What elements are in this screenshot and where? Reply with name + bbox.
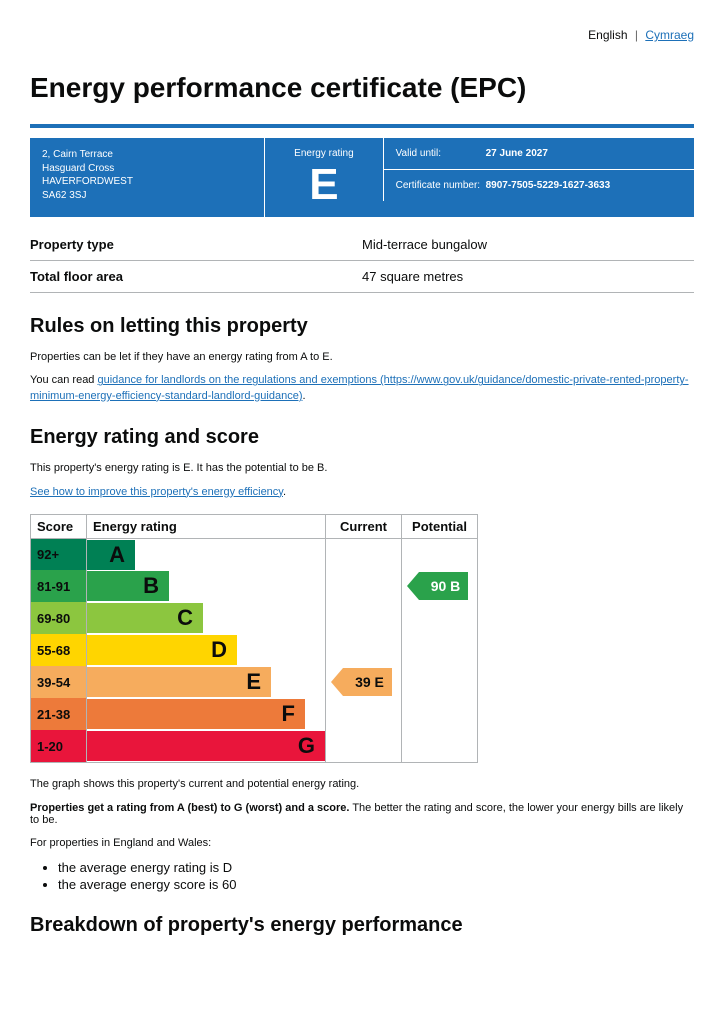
certificate-summary-box: 2, Cairn Terrace Hasguard Cross HAVERFOR… [30,138,694,217]
rating-letter: E [277,163,370,207]
chart-score-cell: 92+ [31,538,87,570]
rating-bar-c: C [87,603,203,633]
letting-rules-guidance: You can read guidance for landlords on t… [30,373,694,404]
chart-col-potential: Potential [402,514,478,538]
rating-explanation: Properties get a rating from A (best) to… [30,802,694,826]
chart-potential-cell [402,634,478,666]
potential-rating-marker: 90 B [419,572,469,600]
rating-score-heading: Energy rating and score [30,426,694,449]
chart-potential-cell: 90 B [402,570,478,602]
letting-rules-heading: Rules on letting this property [30,315,694,338]
cert-number-label: Certificate number: [396,180,486,191]
chart-current-cell [326,538,402,570]
chart-score-cell: 21-38 [31,698,87,730]
chart-caption: The graph shows this property's current … [30,777,694,792]
list-item: the average energy rating is D [58,860,694,875]
page-title: Energy performance certificate (EPC) [30,72,694,104]
chart-current-cell: 39 E [326,666,402,698]
chart-col-rating: Energy rating [87,514,326,538]
chart-current-cell [326,634,402,666]
lang-separator: | [635,28,638,42]
rating-bar-d: D [87,635,237,665]
chart-rating-cell: A [87,538,326,570]
rating-bar-e: E [87,667,271,697]
property-details-table: Property type Mid-terrace bungalow Total… [30,229,694,293]
cert-number-value: 8907-7505-5229-1627-3633 [486,180,682,191]
chart-col-current: Current [326,514,402,538]
averages-intro: For properties in England and Wales: [30,836,694,851]
property-type-label: Property type [30,229,362,261]
address-line: 2, Cairn Terrace [42,148,252,162]
list-item: the average energy score is 60 [58,877,694,892]
address-line: SA62 3SJ [42,189,252,203]
certificate-rating: Energy rating E [264,138,382,217]
address-line: Hasguard Cross [42,162,252,176]
chart-potential-cell [402,730,478,762]
breakdown-heading: Breakdown of property's energy performan… [30,914,694,937]
chart-rating-cell: E [87,666,326,698]
table-row: Total floor area 47 square metres [30,261,694,293]
lang-cymraeg-link[interactable]: Cymraeg [645,28,694,42]
lang-english: English [588,28,627,42]
floor-area-label: Total floor area [30,261,362,293]
chart-potential-cell [402,538,478,570]
chart-score-cell: 1-20 [31,730,87,762]
averages-list: the average energy rating is D the avera… [58,860,694,892]
valid-until-label: Valid until: [396,148,486,159]
chart-score-cell: 55-68 [31,634,87,666]
address-line: HAVERFORDWEST [42,175,252,189]
chart-potential-cell [402,698,478,730]
table-row: Property type Mid-terrace bungalow [30,229,694,261]
rating-bar-g: G [87,731,325,761]
chart-current-cell [326,698,402,730]
chart-score-cell: 39-54 [31,666,87,698]
chart-col-score: Score [31,514,87,538]
chart-current-cell [326,602,402,634]
chart-rating-cell: D [87,634,326,666]
chart-current-cell [326,730,402,762]
chart-rating-cell: B [87,570,326,602]
chart-potential-cell [402,602,478,634]
language-switcher: English | Cymraeg [30,0,694,54]
property-type-value: Mid-terrace bungalow [362,229,694,261]
current-rating-marker: 39 E [343,668,392,696]
chart-rating-cell: G [87,730,326,762]
chart-current-cell [326,570,402,602]
rating-label: Energy rating [277,148,370,159]
chart-score-cell: 81-91 [31,570,87,602]
rating-bar-b: B [87,571,169,601]
rating-bar-a: A [87,540,135,570]
chart-rating-cell: C [87,602,326,634]
landlord-guidance-link[interactable]: guidance for landlords on the regulation… [30,374,689,401]
improve-efficiency-link[interactable]: See how to improve this property's energ… [30,486,283,498]
title-rule [30,124,694,128]
chart-rating-cell: F [87,698,326,730]
rating-summary: This property's energy rating is E. It h… [30,461,694,476]
chart-potential-cell [402,666,478,698]
letting-rules-text: Properties can be let if they have an en… [30,350,694,365]
certificate-meta: Valid until: 27 June 2027 Certificate nu… [383,138,694,217]
chart-score-cell: 69-80 [31,602,87,634]
energy-rating-chart: ScoreEnergy ratingCurrentPotential 92+A81… [30,514,694,763]
rating-bar-f: F [87,699,305,729]
valid-until-value: 27 June 2027 [486,148,682,159]
floor-area-value: 47 square metres [362,261,694,293]
certificate-address: 2, Cairn Terrace Hasguard Cross HAVERFOR… [30,138,264,217]
